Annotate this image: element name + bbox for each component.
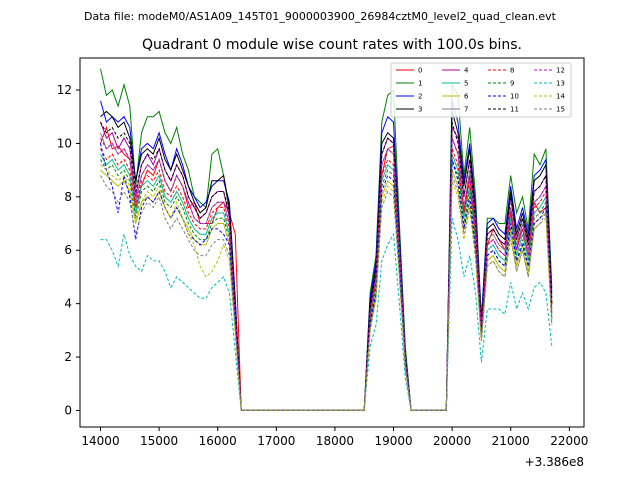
y-tick-label: 4 [64, 297, 72, 311]
legend-label-4: 4 [464, 67, 469, 75]
y-tick-label: 0 [64, 403, 72, 417]
x-tick-label: 14000 [81, 434, 119, 448]
legend-label-13: 13 [556, 80, 565, 88]
legend-label-10: 10 [510, 93, 519, 101]
x-tick-label: 21000 [492, 434, 530, 448]
series-line-13 [100, 218, 553, 411]
legend-box [390, 62, 572, 118]
y-axis: 0 2 4 6 8 10 12 [57, 83, 80, 417]
legend-label-9: 9 [510, 80, 514, 88]
y-tick-label: 8 [64, 190, 72, 204]
series-line-11 [100, 121, 553, 411]
legend-label-3: 3 [418, 106, 422, 114]
x-tick-label: 19000 [374, 434, 412, 448]
legend-label-1: 1 [418, 80, 422, 88]
legend-label-12: 12 [556, 67, 565, 75]
x-tick-label: 22000 [550, 434, 588, 448]
series-line-3 [100, 110, 553, 411]
series-lines [100, 68, 553, 411]
series-line-1 [100, 68, 553, 411]
chart-suptitle: Data file: modeM0/AS1A09_145T01_90000039… [84, 10, 557, 23]
y-tick-label: 10 [57, 136, 72, 150]
legend-label-7: 7 [464, 106, 468, 114]
legend-label-15: 15 [556, 106, 565, 114]
series-line-14 [100, 164, 553, 411]
legend-label-5: 5 [464, 80, 468, 88]
series-line-2 [100, 100, 553, 411]
x-tick-label: 20000 [433, 434, 471, 448]
x-tick-label: 16000 [199, 434, 237, 448]
y-tick-label: 12 [57, 83, 72, 97]
x-tick-label: 18000 [316, 434, 354, 448]
x-axis: 14000 15000 16000 17000 18000 19000 20000 21000… [81, 427, 588, 448]
legend-label-14: 14 [556, 93, 565, 101]
legend-label-0: 0 [418, 67, 422, 75]
x-tick-label: 17000 [257, 434, 295, 448]
chart-title: Quadrant 0 module wise count rates with … [142, 37, 522, 53]
legend-label-8: 8 [510, 67, 514, 75]
legend-label-2: 2 [418, 93, 422, 101]
plot-frame [79, 57, 585, 428]
legend-label-11: 11 [510, 106, 519, 114]
series-line-15 [100, 175, 553, 411]
y-tick-label: 6 [64, 243, 72, 257]
legend-label-6: 6 [464, 93, 469, 101]
y-tick-label: 2 [64, 350, 72, 364]
x-tick-label: 15000 [140, 434, 178, 448]
x-offset-label: +3.386e8 [525, 455, 584, 469]
